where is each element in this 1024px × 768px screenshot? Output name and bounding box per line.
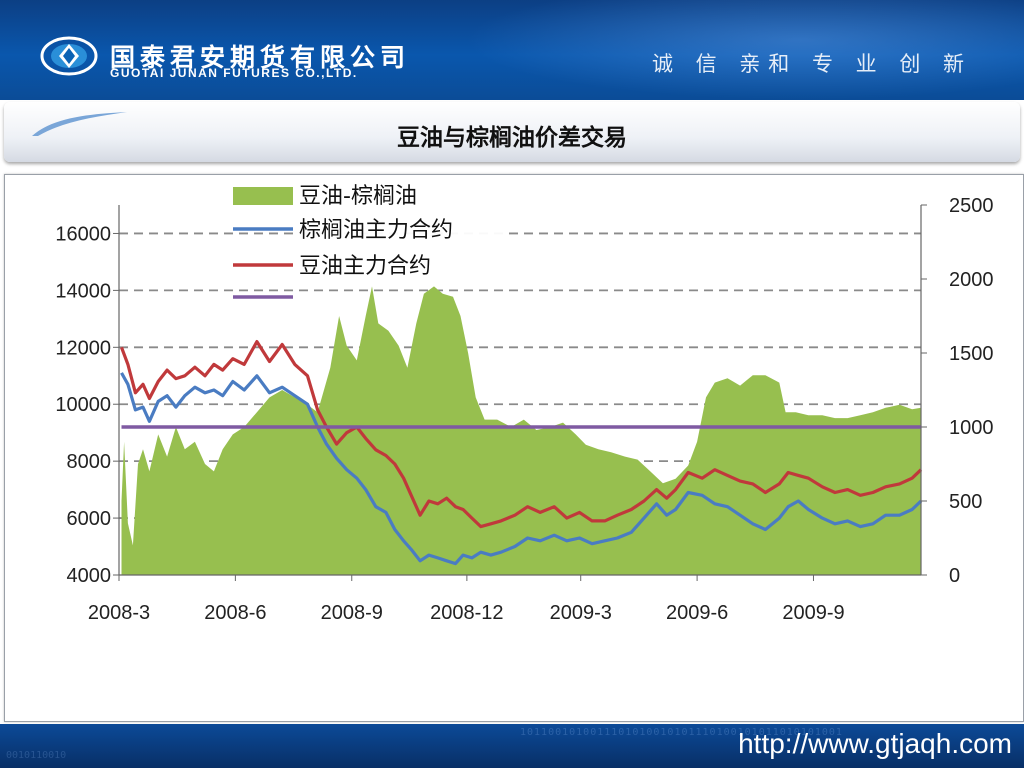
y-left-tick-label-6000: 6000 bbox=[67, 508, 112, 530]
swoosh-icon bbox=[32, 112, 127, 136]
footer-binary-pattern-left: 0010110010 bbox=[6, 750, 67, 761]
company-logo-icon bbox=[40, 36, 98, 76]
y-left-tick-label-14000: 14000 bbox=[55, 280, 111, 302]
series-palm-line bbox=[120, 372, 923, 566]
company-name-cn: 国泰君安期货有限公司 bbox=[110, 43, 411, 72]
title-bar: 豆油与棕榈油价差交易 bbox=[4, 102, 1020, 162]
x-tick-label-2009-03: 2009-3 bbox=[550, 602, 612, 624]
legend-label-soy: 豆油主力合约 bbox=[299, 254, 431, 279]
company-name-en: GUOTAI JUNAN FUTURES CO.,LTD. bbox=[110, 66, 358, 80]
y-right-tick-label-2000: 2000 bbox=[949, 269, 994, 291]
website-url[interactable]: http://www.gtjaqh.com bbox=[738, 728, 1012, 759]
x-tick-label-2008-12: 2008-12 bbox=[430, 602, 503, 624]
y-left-tick-label-12000: 12000 bbox=[55, 337, 111, 359]
legend-label-spread: 豆油-棕榈油 bbox=[299, 184, 417, 209]
slide-title: 豆油与棕榈油价差交易 bbox=[397, 124, 627, 151]
series-soy-line bbox=[120, 340, 923, 529]
x-tick-label-2008-09: 2008-9 bbox=[321, 602, 383, 624]
y-right-tick-label-1500: 1500 bbox=[949, 343, 994, 365]
x-tick-label-2009-09: 2009-9 bbox=[782, 602, 844, 624]
y-right-tick-label-500: 500 bbox=[949, 491, 982, 513]
y-left-tick-label-8000: 8000 bbox=[67, 451, 112, 473]
y-right-tick-label-1000: 1000 bbox=[949, 417, 994, 439]
y-left-tick-label-4000: 4000 bbox=[67, 565, 112, 587]
footer-bar: 1011001010011101010010101110100101011010… bbox=[0, 724, 1024, 768]
y-left-tick-label-16000: 16000 bbox=[55, 223, 111, 245]
y-left-tick-label-10000: 10000 bbox=[55, 394, 111, 416]
legend-label-bg-2 bbox=[297, 249, 507, 279]
slogan: 诚 信 亲和 专 业 创 新 bbox=[651, 52, 972, 76]
header-banner: 国泰君安期货有限公司 GUOTAI JUNAN FUTURES CO.,LTD.… bbox=[0, 0, 1024, 100]
series-spread-area bbox=[121, 286, 921, 575]
legend-swatch-spread bbox=[233, 187, 293, 205]
footer-binary-pattern: 1011001010011101010010101110100101011010… bbox=[520, 727, 843, 738]
x-tick-label-2009-06: 2009-6 bbox=[666, 602, 728, 624]
y-right-tick-label-0: 0 bbox=[949, 565, 960, 587]
legend-label-bg-1 bbox=[297, 213, 507, 243]
y-right-tick-label-2500: 2500 bbox=[949, 195, 994, 217]
x-tick-label-2008-03: 2008-3 bbox=[88, 602, 150, 624]
x-tick-label-2008-06: 2008-6 bbox=[204, 602, 266, 624]
legend-label-palm: 棕榈油主力合约 bbox=[299, 218, 453, 243]
spread-chart: 4000 6000 8000 10000 12000 14000 16000 0 500 1000… bbox=[55, 184, 994, 624]
chart-frame: 4000 6000 8000 10000 12000 14000 16000 0 500 1000… bbox=[4, 174, 1024, 722]
